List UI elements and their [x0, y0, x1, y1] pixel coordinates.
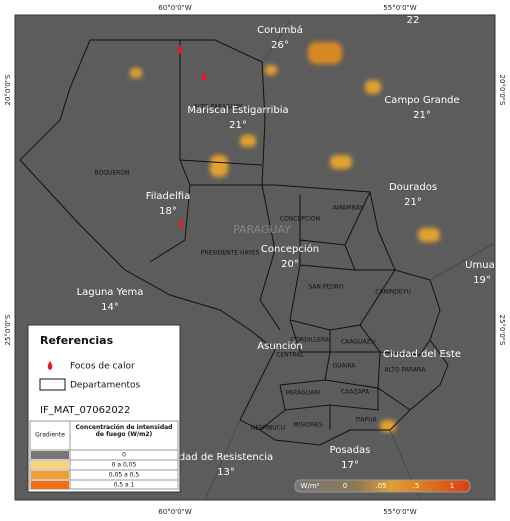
city-temp: 17° — [341, 460, 359, 471]
department-label: ITAPUA — [355, 417, 377, 424]
city-name: Concepción — [261, 243, 319, 255]
city-name: 22 — [407, 15, 420, 26]
city-name: Ciudad del Este — [383, 349, 461, 360]
coord-label: 55°0'0"W — [383, 4, 416, 12]
department-label: ALTO PARANA — [385, 367, 427, 374]
department-label: BOQUERON — [94, 170, 129, 177]
legend-product: IF_MAT_07062022 — [40, 405, 130, 416]
map-body: PARAGUAY ALTO PARAGUAY BOQUERON PRESIDENTE… — [19, 15, 500, 500]
gradient-swatch — [31, 461, 69, 469]
country-border — [19, 39, 449, 446]
table-header: Gradiente — [35, 432, 65, 439]
city-name: Mariscal Estigarribia — [187, 105, 288, 116]
city-name: Dourados — [389, 182, 437, 193]
gradient-swatch — [31, 481, 69, 489]
fire-icons — [177, 45, 207, 228]
legend-fire: Focos de calor — [70, 362, 135, 372]
coord-label: 25°0'0"S — [498, 315, 506, 346]
department-label: PARAGUARI — [286, 390, 321, 397]
fire-icon — [177, 45, 183, 54]
department-label: PRESIDENTE HAYES — [201, 250, 260, 257]
neighbour-borders — [204, 19, 495, 500]
city-temp: 14° — [101, 302, 119, 313]
city-name: Filadelfia — [146, 191, 190, 202]
table-row: 0,5 a 1 — [114, 482, 135, 489]
coord-label: 60°0'0"W — [158, 4, 191, 12]
coord-label: 20°0'0"S — [4, 74, 12, 105]
colorbar-bar — [294, 479, 471, 493]
legend-departments: Departamentos — [70, 381, 140, 391]
city-name: Laguna Yema — [77, 287, 144, 298]
city-temp: 13° — [217, 467, 235, 478]
coord-label: 55°0'0"W — [383, 508, 416, 516]
colorbar-unit: W/m² — [301, 482, 320, 490]
city-temp: 21° — [229, 120, 247, 131]
department-label: MISIONES — [293, 422, 323, 429]
coord-label: 60°0'0"W — [158, 508, 191, 516]
country-label: PARAGUAY — [233, 223, 291, 236]
department-label: AMAMBAY — [333, 205, 363, 212]
legend-swatch — [39, 378, 66, 391]
gradient-swatch — [31, 451, 69, 459]
city-name: Corumbá — [257, 24, 303, 36]
table-row: 0 — [122, 452, 126, 459]
city-temp: 26° — [271, 40, 289, 51]
department-label: SAN PEDRO — [308, 284, 344, 291]
department-label: CANINDEYU — [375, 289, 411, 296]
hotspots — [130, 42, 440, 432]
department-label: NEEMBUCU — [251, 425, 285, 432]
city-name: Asunción — [257, 340, 302, 352]
department-label: CORDILLERA — [291, 337, 330, 344]
city-name: Umuar — [465, 260, 500, 271]
colorbar-label: 0 — [343, 482, 347, 490]
fire-icon — [201, 72, 207, 81]
coord-label: 25°0'0"S — [4, 314, 12, 345]
table-header: Concentración de intensidad de fuego (W/… — [75, 424, 173, 438]
city-name: Campo Grande — [384, 95, 459, 106]
table-header-text: Concentración de intensidad de fuego (W/… — [75, 424, 173, 438]
city-name: Posadas — [330, 445, 371, 456]
department-label: CENTRAL — [276, 352, 304, 359]
department-borders — [149, 40, 431, 431]
fire-icon — [178, 219, 184, 228]
legend: Referencias Focos de calor Departamentos… — [27, 324, 181, 493]
fire-icon — [47, 361, 53, 370]
department-label: ALTO PARAGUAY — [194, 104, 243, 111]
city-temp: 19° — [473, 275, 491, 286]
department-label: CONCEPCION — [280, 216, 320, 223]
colorbar-label: .05 — [375, 482, 386, 490]
gradient-swatch — [31, 471, 69, 479]
department-label: CAAGUAZU — [341, 339, 375, 346]
colorbar-label: .5 — [413, 482, 420, 490]
table-row: 0,05 a 0,5 — [109, 472, 140, 479]
coordinates: 60°0'0"W 55°0'0"W 60°0'0"W 55°0'0"W 20°0… — [4, 4, 506, 516]
legend-title: Referencias — [40, 334, 114, 347]
legend-table — [29, 420, 179, 490]
coord-label: 20°0'0"S — [498, 75, 506, 106]
city-temp: 21° — [413, 110, 431, 121]
colorbar-label: 1 — [450, 482, 454, 490]
city-temp: 21° — [404, 197, 422, 208]
colorbar: W/m² 0 .05 .5 1 — [294, 479, 471, 493]
department-label: GUAIRA — [333, 363, 357, 370]
city-name: dad de Resistencia — [179, 452, 273, 463]
city-temp: 18° — [159, 206, 177, 217]
table-row: 0 a 0,05 — [112, 462, 137, 469]
city-temp: 20° — [281, 259, 299, 270]
department-label: CAAZAPA — [341, 389, 370, 396]
